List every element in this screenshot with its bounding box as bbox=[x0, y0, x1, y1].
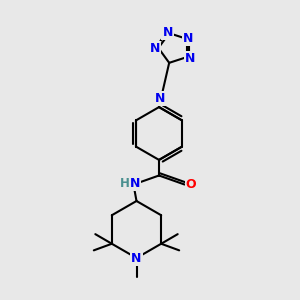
Text: N: N bbox=[131, 252, 142, 266]
Text: N: N bbox=[150, 42, 160, 56]
Text: N: N bbox=[185, 52, 195, 64]
Text: N: N bbox=[154, 92, 165, 105]
Text: N: N bbox=[130, 177, 140, 190]
Text: H: H bbox=[120, 177, 130, 190]
Text: N: N bbox=[163, 26, 173, 39]
Text: O: O bbox=[186, 178, 196, 191]
Text: N: N bbox=[183, 32, 193, 45]
